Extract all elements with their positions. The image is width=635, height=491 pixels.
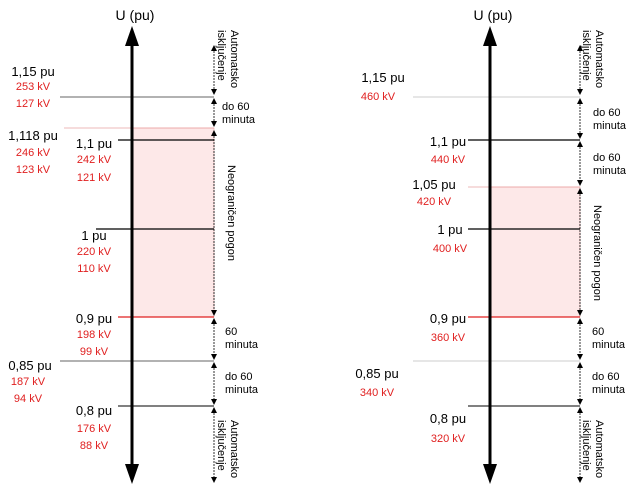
left-level-1-pu: 1 pu [81,228,106,243]
left-range-upper: do 60 minuta [222,101,256,126]
left-level-1-kv1: 220 kV [77,246,112,258]
svg-text:Automatskoisključenje: Automatskoisključenje [215,420,240,478]
right-level-105-pu: 1,05 pu [412,177,455,192]
right-range-upper: do 60 minuta [593,107,627,132]
right-range-top-trip: Automatskoisključenje [580,30,605,88]
right-level-085-kv: 340 kV [360,387,395,399]
right-level-11-kv: 440 kV [431,154,466,166]
right-level-085-pu: 0,85 pu [355,366,398,381]
right-range-normal: Neograničen pogon [591,205,603,301]
svg-text:Automatskoisključenje: Automatskoisključenje [580,30,605,88]
left-level-08-pu: 0,8 pu [76,403,112,418]
left-level-085-kv1: 187 kV [11,376,46,388]
left-level-1118-kv1: 246 kV [16,147,51,159]
svg-text:Neograničen pogon: Neograničen pogon [225,165,237,261]
left-normal-zone [131,127,215,318]
svg-text:Automatskoisključenje: Automatskoisključenje [215,30,240,88]
left-range-lower2: do 60 minuta [225,371,259,396]
left-level-1-kv2: 110 kV [77,263,111,275]
left-level-1118-pu: 1,118 pu [8,128,58,143]
left-level-085-kv2: 94 kV [14,393,43,405]
right-level-115-kv: 460 kV [361,91,396,103]
left-voltage-axis [125,26,139,484]
left-level-11-pu: 1,1 pu [76,136,112,151]
right-voltage-axis [483,26,497,484]
right-level-08-pu: 0,8 pu [430,411,466,426]
left-range-lower: 60 minuta [225,326,259,351]
svg-text:Automatskoisključenje: Automatskoisključenje [580,420,605,478]
left-level-115-kv2: 127 kV [16,98,51,110]
right-range-bottom-trip: Automatskoisključenje [580,420,605,478]
left-axis-label: U (pu) [116,7,155,23]
right-range-lower: 60 minuta [592,326,626,351]
left-range-top-trip: Automatskoisključenje [215,30,240,88]
right-level-11-pu: 1,1 pu [430,134,466,149]
left-level-09-kv2: 99 kV [80,346,109,358]
right-level-08-kv: 320 kV [431,433,466,445]
right-level-115-pu: 1,15 pu [361,70,404,85]
left-level-09-kv1: 198 kV [77,329,112,341]
left-level-115-pu: 1,15 pu [11,64,54,79]
right-level-09-kv: 360 kV [431,332,466,344]
right-level-1-kv: 400 kV [433,243,468,255]
left-diagram: U (pu) 1,15 pu 253 kV 127 kV 1,118 pu 24… [8,7,259,484]
left-level-08-kv2: 88 kV [80,440,109,452]
left-level-08-kv1: 176 kV [77,423,112,435]
right-normal-zone [489,186,581,318]
left-range-bottom-trip: Automatskoisključenje [215,420,240,478]
right-level-09-pu: 0,9 pu [430,311,466,326]
left-level-09-pu: 0,9 pu [76,311,112,326]
right-level-105-kv: 420 kV [417,196,452,208]
left-level-1118-kv2: 123 kV [16,164,51,176]
left-level-11-kv1: 242 kV [77,154,112,166]
left-level-115-kv1: 253 kV [16,81,51,93]
svg-text:Neograničen pogon: Neograničen pogon [591,205,603,301]
right-axis-label: U (pu) [474,7,513,23]
left-range-normal: Neograničen pogon [225,165,237,261]
left-level-085-pu: 0,85 pu [8,358,51,373]
right-level-1-pu: 1 pu [437,222,462,237]
right-diagram: U (pu) 1,15 pu 460 kV 1,1 pu 440 kV 1,05… [355,7,627,484]
right-range-lower2: do 60 minuta [592,371,626,396]
right-range-upper2: do 60 minuta [593,152,627,177]
left-level-11-kv2: 121 kV [77,172,112,184]
